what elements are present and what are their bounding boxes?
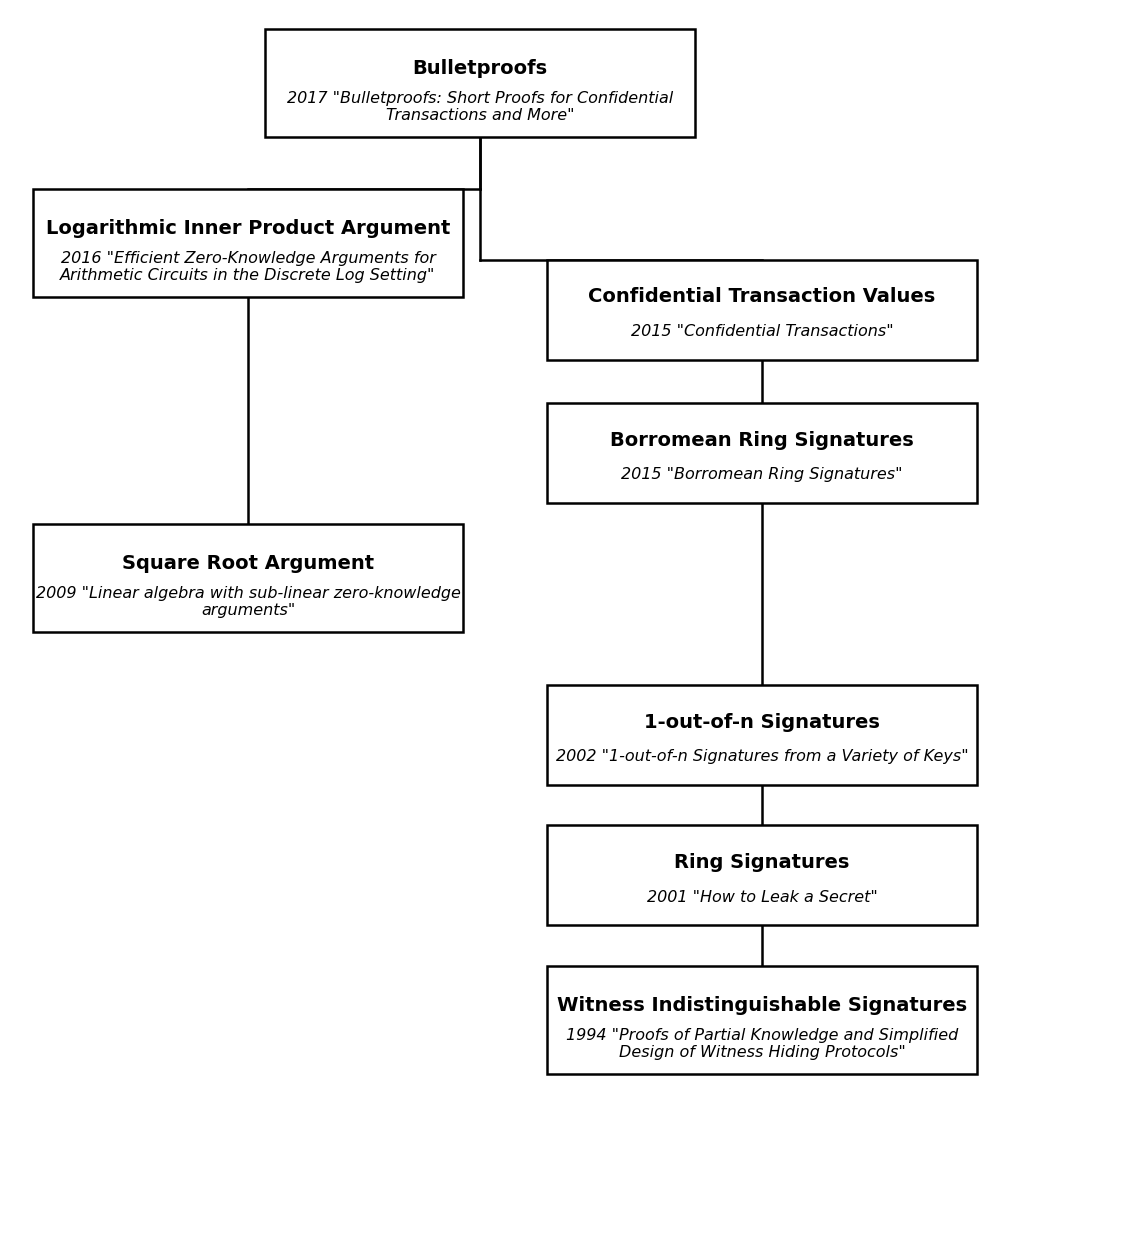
Text: 2001 "How to Leak a Secret": 2001 "How to Leak a Secret" xyxy=(646,889,877,904)
Text: Witness Indistinguishable Signatures: Witness Indistinguishable Signatures xyxy=(557,996,967,1016)
Text: 2015 "Borromean Ring Signatures": 2015 "Borromean Ring Signatures" xyxy=(621,467,902,482)
Text: 2002 "1-out-of-n Signatures from a Variety of Keys": 2002 "1-out-of-n Signatures from a Varie… xyxy=(556,749,968,765)
Text: Borromean Ring Signatures: Borromean Ring Signatures xyxy=(610,431,914,450)
Text: Ring Signatures: Ring Signatures xyxy=(674,852,850,872)
FancyBboxPatch shape xyxy=(265,29,695,137)
FancyBboxPatch shape xyxy=(33,189,463,297)
FancyBboxPatch shape xyxy=(547,825,978,925)
FancyBboxPatch shape xyxy=(547,686,978,785)
Text: Logarithmic Inner Product Argument: Logarithmic Inner Product Argument xyxy=(46,220,450,238)
FancyBboxPatch shape xyxy=(547,402,978,503)
Text: 1994 "Proofs of Partial Knowledge and Simplified
Design of Witness Hiding Protoc: 1994 "Proofs of Partial Knowledge and Si… xyxy=(566,1027,958,1059)
Text: 2009 "Linear algebra with sub-linear zero-knowledge
arguments": 2009 "Linear algebra with sub-linear zer… xyxy=(35,585,460,619)
Text: Square Root Argument: Square Root Argument xyxy=(122,554,375,574)
FancyBboxPatch shape xyxy=(547,966,978,1074)
Text: 2015 "Confidential Transactions": 2015 "Confidential Transactions" xyxy=(630,324,893,339)
Text: 1-out-of-n Signatures: 1-out-of-n Signatures xyxy=(644,713,880,732)
Text: 2017 "Bulletproofs: Short Proofs for Confidential
Transactions and More": 2017 "Bulletproofs: Short Proofs for Con… xyxy=(287,91,673,123)
FancyBboxPatch shape xyxy=(33,524,463,632)
Text: 2016 "Efficient Zero-Knowledge Arguments for
Arithmetic Circuits in the Discrete: 2016 "Efficient Zero-Knowledge Arguments… xyxy=(61,251,436,283)
Text: Confidential Transaction Values: Confidential Transaction Values xyxy=(588,287,935,307)
FancyBboxPatch shape xyxy=(547,260,978,360)
Text: Bulletproofs: Bulletproofs xyxy=(412,60,547,78)
